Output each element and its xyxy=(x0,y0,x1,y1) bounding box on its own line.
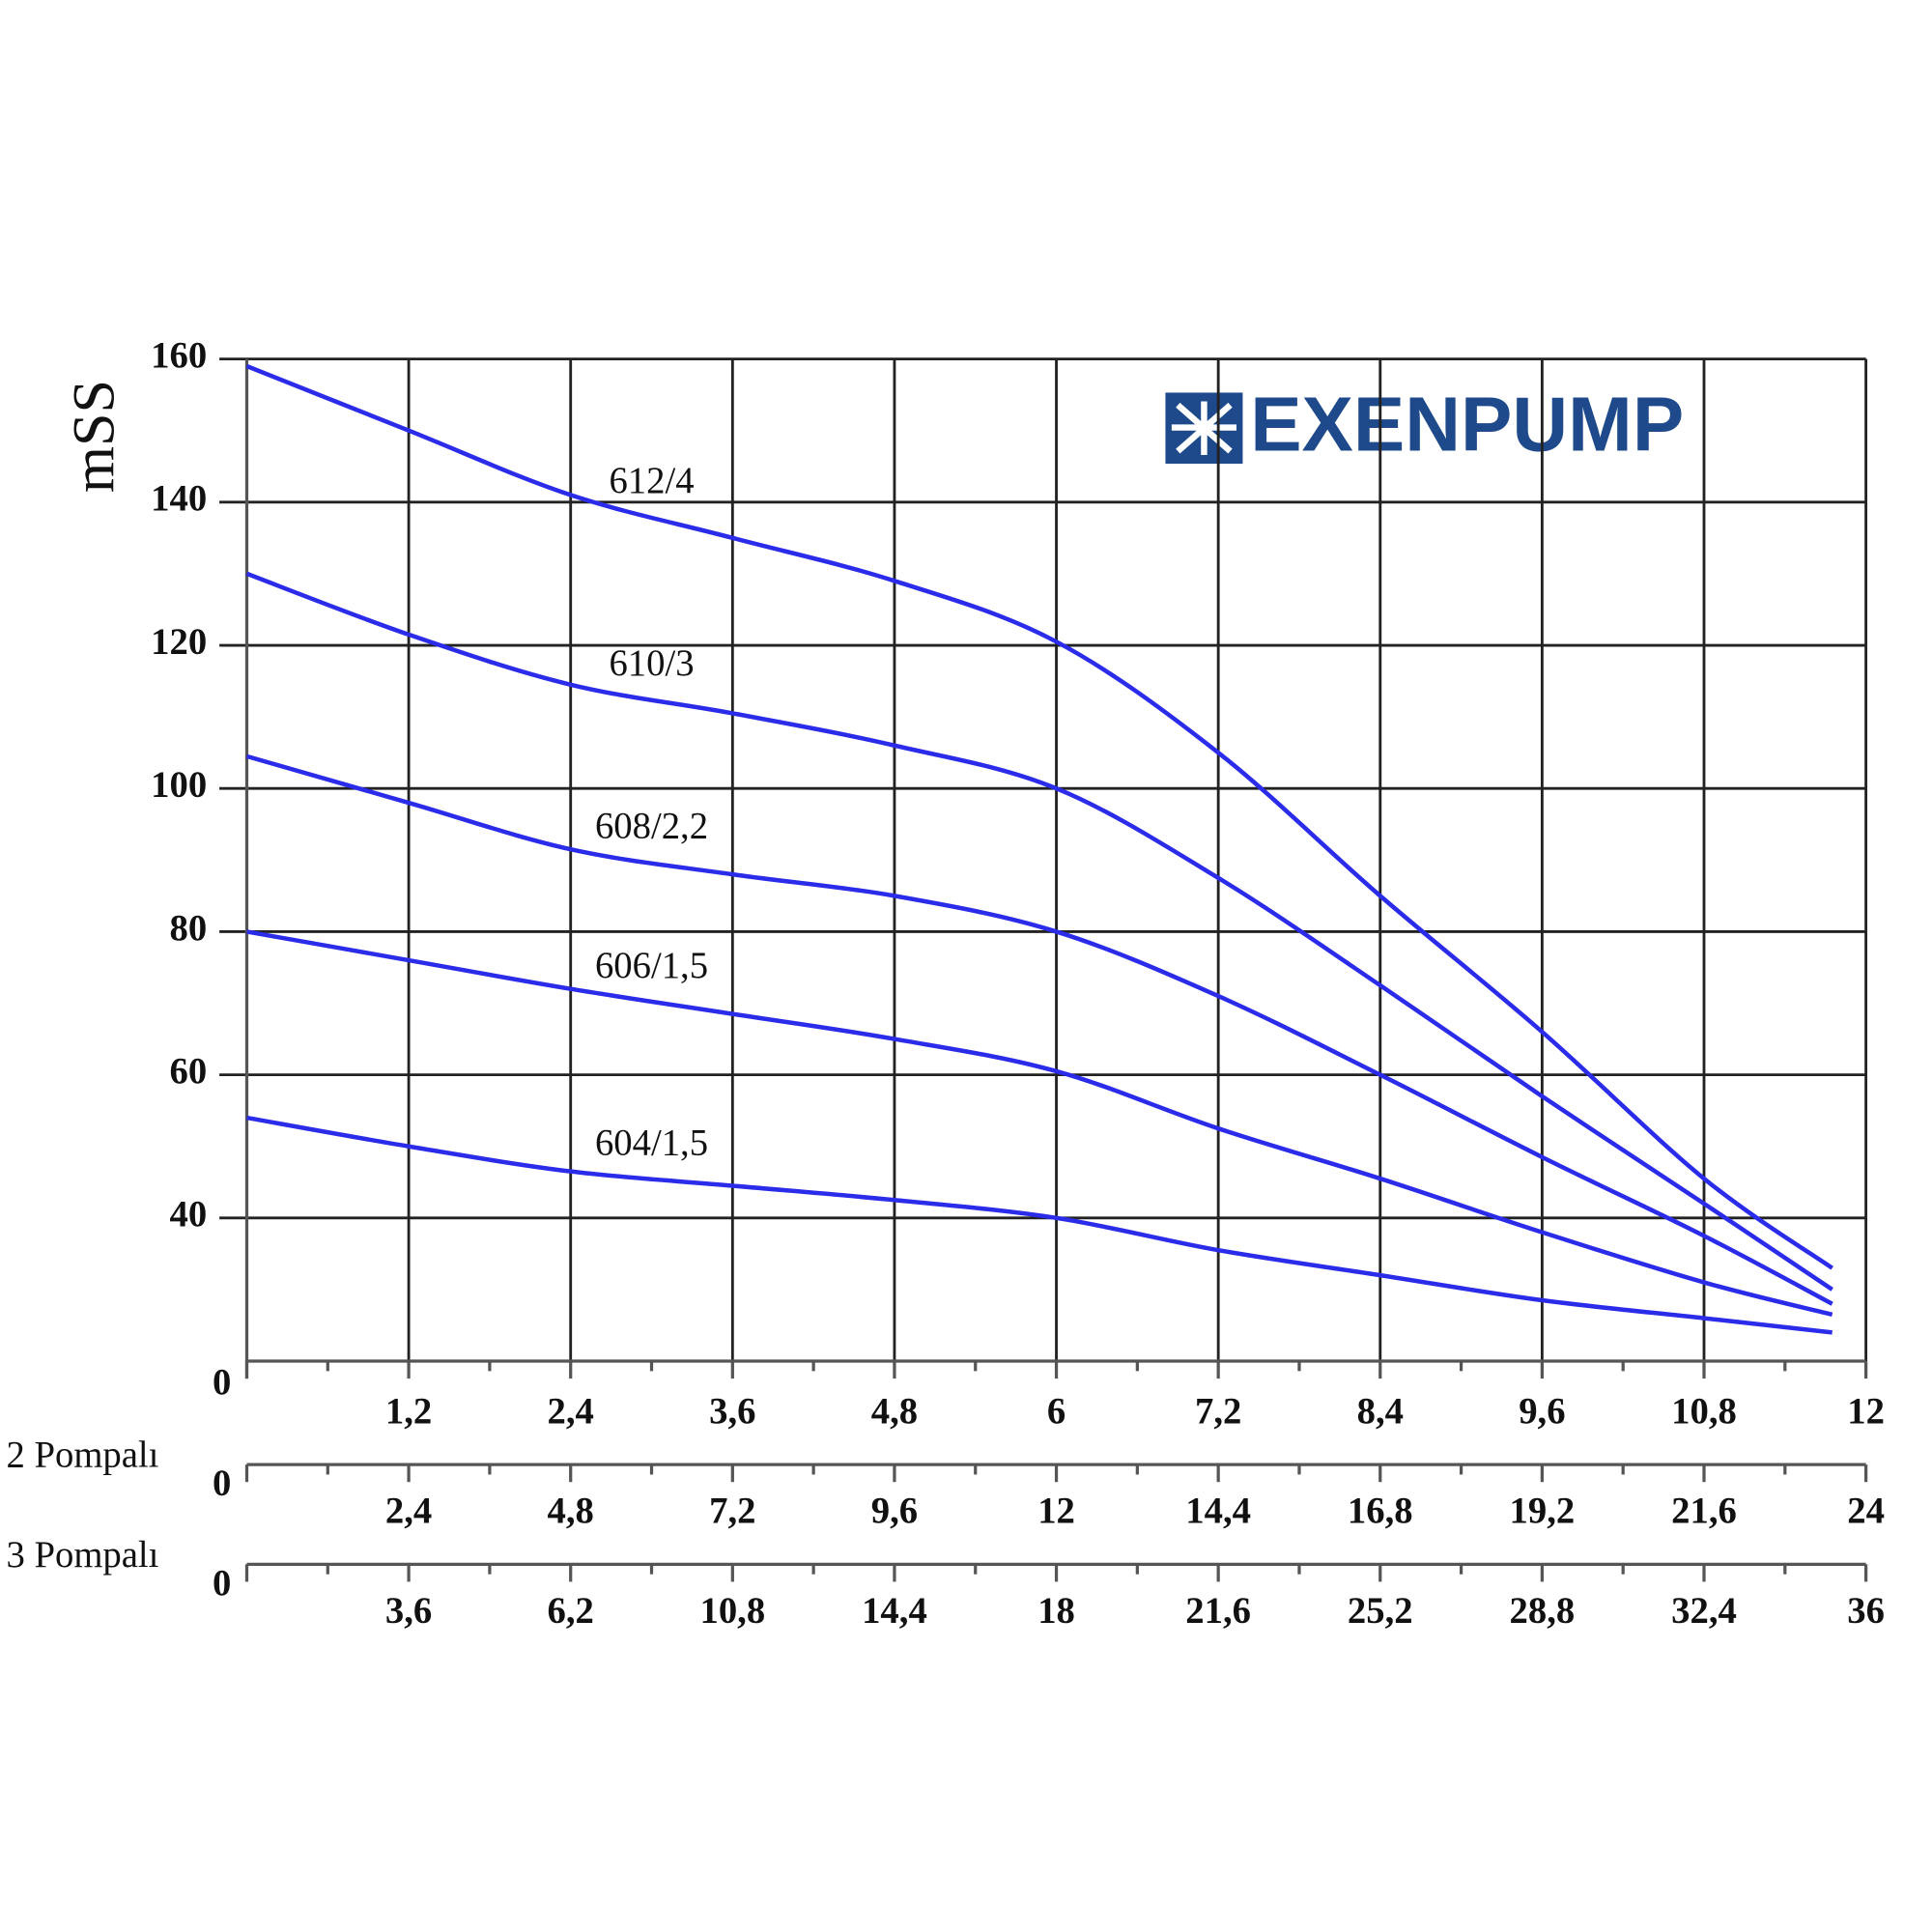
curve-label: 606/1,5 xyxy=(595,946,708,986)
secondary-axis-title: 2 Pompalı xyxy=(6,1435,158,1476)
secondary-tick-label: 4,8 xyxy=(548,1492,594,1532)
y-axis-label: mSS xyxy=(61,380,127,493)
curve xyxy=(245,753,1833,1306)
y-tick-label: 160 xyxy=(151,335,207,376)
secondary-tick-label: 28,8 xyxy=(1510,1591,1576,1632)
x-tick-label: 4,8 xyxy=(871,1391,918,1432)
x-tick-label: 7,2 xyxy=(1195,1391,1241,1432)
curve-label: 610/3 xyxy=(609,643,694,684)
secondary-tick-label: 2,4 xyxy=(385,1492,432,1532)
x-tick-label: 6 xyxy=(1047,1391,1065,1432)
curve xyxy=(246,1115,1833,1335)
secondary-tick-label: 0 xyxy=(213,1563,231,1604)
logo-icon-mark xyxy=(1171,401,1236,455)
x-tick-label: 9,6 xyxy=(1519,1391,1565,1432)
y-tick-label: 140 xyxy=(151,479,207,520)
secondary-axis-title: 3 Pompalı xyxy=(6,1535,158,1576)
logo: EXENPUMP xyxy=(1165,381,1684,467)
curve xyxy=(246,929,1833,1318)
curve-label: 604/1,5 xyxy=(595,1122,708,1163)
secondary-tick-label: 18 xyxy=(1037,1591,1075,1632)
secondary-tick-label: 16,8 xyxy=(1348,1492,1413,1532)
secondary-tick-label: 25,2 xyxy=(1348,1591,1413,1632)
secondary-tick-label: 0 xyxy=(213,1463,231,1504)
curve-label: 608/2,2 xyxy=(595,807,708,847)
x-tick-label: 10,8 xyxy=(1671,1391,1737,1432)
x-tick-label: 1,2 xyxy=(385,1391,432,1432)
y-tick-label: 120 xyxy=(151,622,207,663)
secondary-tick-label: 3,6 xyxy=(385,1591,432,1632)
y-tick-label: 60 xyxy=(170,1052,208,1093)
secondary-tick-label: 7,2 xyxy=(709,1492,755,1532)
y-tick-label: 80 xyxy=(170,908,208,949)
x-tick-label: 8,4 xyxy=(1357,1391,1404,1432)
secondary-tick-label: 14,4 xyxy=(1185,1492,1251,1532)
y-tick-label: 40 xyxy=(170,1195,208,1236)
secondary-tick-label: 36 xyxy=(1847,1591,1885,1632)
secondary-tick-label: 24 xyxy=(1847,1492,1885,1532)
secondary-tick-label: 9,6 xyxy=(871,1492,918,1532)
x-tick-label: 3,6 xyxy=(709,1391,755,1432)
secondary-tick-label: 6,2 xyxy=(548,1591,594,1632)
curve-label: 612/4 xyxy=(609,461,694,501)
curve xyxy=(245,571,1833,1292)
secondary-tick-label: 21,6 xyxy=(1671,1492,1737,1532)
secondary-tick-label: 19,2 xyxy=(1510,1492,1576,1532)
secondary-tick-label: 12 xyxy=(1037,1492,1075,1532)
y-tick-label: 100 xyxy=(151,765,207,806)
x-tick-label: 2,4 xyxy=(548,1391,594,1432)
secondary-tick-label: 32,4 xyxy=(1671,1591,1737,1632)
secondary-tick-label: 10,8 xyxy=(699,1591,765,1632)
curve xyxy=(245,363,1833,1270)
secondary-tick-label: 14,4 xyxy=(862,1591,927,1632)
x-tick-label: 0 xyxy=(213,1363,231,1404)
secondary-tick-label: 21,6 xyxy=(1185,1591,1251,1632)
x-tick-label: 12 xyxy=(1847,1391,1885,1432)
logo-text: EXENPUMP xyxy=(1250,381,1684,467)
